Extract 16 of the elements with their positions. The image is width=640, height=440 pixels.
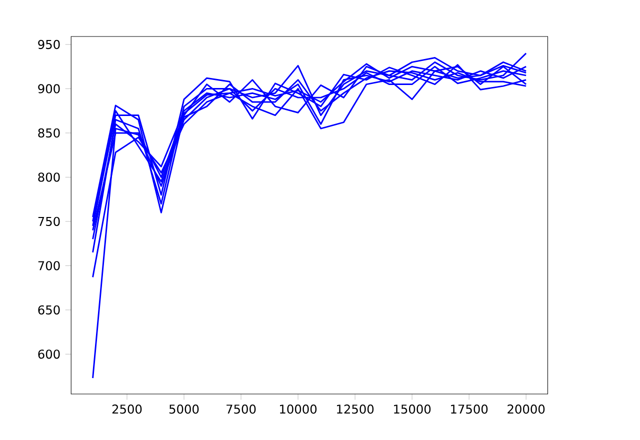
- y-tick-label: 800: [38, 172, 60, 182]
- x-tick-label: 5000: [169, 404, 199, 414]
- y-tick-label: 950: [38, 40, 60, 50]
- x-tick-label: 15000: [394, 404, 431, 414]
- y-tick-label: 600: [38, 350, 60, 359]
- x-tick-label: 20000: [508, 404, 545, 414]
- y-tick-label: 850: [38, 128, 60, 138]
- x-tick-label: 12500: [337, 404, 374, 414]
- x-tick-label: 2500: [112, 404, 142, 414]
- x-tick-label: 7500: [226, 404, 256, 414]
- y-tick-label: 650: [38, 305, 60, 314]
- x-tick-label: 10000: [280, 404, 317, 414]
- y-tick-label: 900: [38, 84, 60, 94]
- y-tick-label: 750: [38, 216, 60, 226]
- x-tick-label: 17500: [451, 404, 488, 414]
- y-tick-label: 700: [38, 261, 60, 270]
